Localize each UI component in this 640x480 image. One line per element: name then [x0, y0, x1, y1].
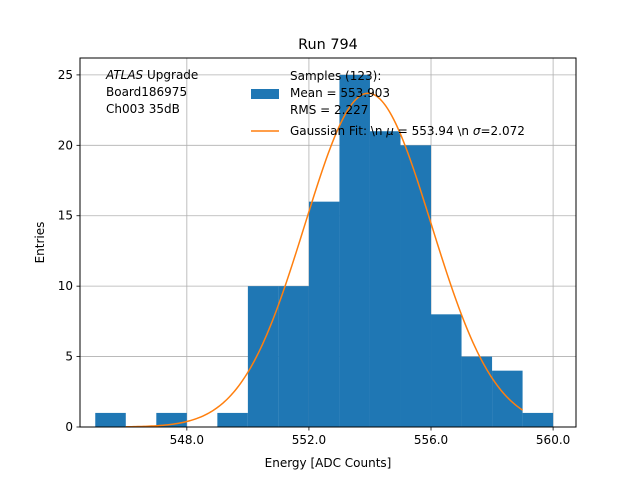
histogram-bars: [95, 74, 554, 428]
legend: Samples (123): Mean = 553.903 RMS = 2.22…: [251, 69, 525, 138]
legend-histogram-mean: Mean = 553.903: [290, 86, 390, 100]
gaussian-fit-layer: [125, 92, 524, 428]
x-tick-label: 560.0: [536, 433, 570, 447]
histogram-bar: [247, 286, 279, 427]
legend-histogram-rms: RMS = 2.227: [290, 103, 368, 117]
chart-title: Run 794: [298, 37, 358, 53]
y-axis-label: Entries: [33, 222, 47, 264]
histogram-bar: [461, 356, 493, 427]
atlas-annotation: ATLAS Upgrade Board186975 Ch003 35dB: [105, 68, 198, 116]
histogram-bar: [400, 145, 432, 427]
annotation-line-board: Board186975: [106, 85, 187, 99]
legend-histogram-label: Samples (123):: [290, 69, 381, 83]
plot-frame: [79, 57, 577, 428]
histogram-bar: [369, 131, 401, 428]
x-tick-label: 552.0: [292, 433, 326, 447]
histogram-bar: [308, 201, 340, 427]
x-axis-label: Energy [ADC Counts]: [265, 456, 392, 470]
y-tick-label: 0: [65, 420, 73, 434]
annotation-line-experiment: ATLAS Upgrade: [105, 68, 198, 82]
axis-ticks: 548.0 552.0 556.0 560.0 0 5 10 15 20 25: [58, 68, 571, 447]
gaussian-fit-curve: [125, 92, 524, 428]
histogram-bar: [95, 412, 126, 427]
histogram-bar: [339, 74, 370, 428]
histogram-bar: [217, 412, 248, 427]
legend-fit-label: Gaussian Fit: \n μ = 553.94 \n σ=2.072: [290, 124, 525, 138]
x-tick-label: 556.0: [414, 433, 448, 447]
histogram-bar: [431, 314, 462, 427]
y-tick-label: 10: [58, 279, 73, 293]
histogram-bar: [278, 286, 309, 427]
annotation-line-channel: Ch003 35dB: [106, 102, 180, 116]
histogram-bar: [522, 412, 554, 427]
y-tick-label: 5: [65, 350, 73, 364]
legend-histogram-swatch: [251, 89, 279, 99]
y-tick-label: 25: [58, 68, 73, 82]
y-tick-label: 20: [58, 138, 73, 152]
x-tick-label: 548.0: [170, 433, 204, 447]
y-tick-label: 15: [58, 209, 73, 223]
histogram-bar: [492, 370, 523, 427]
